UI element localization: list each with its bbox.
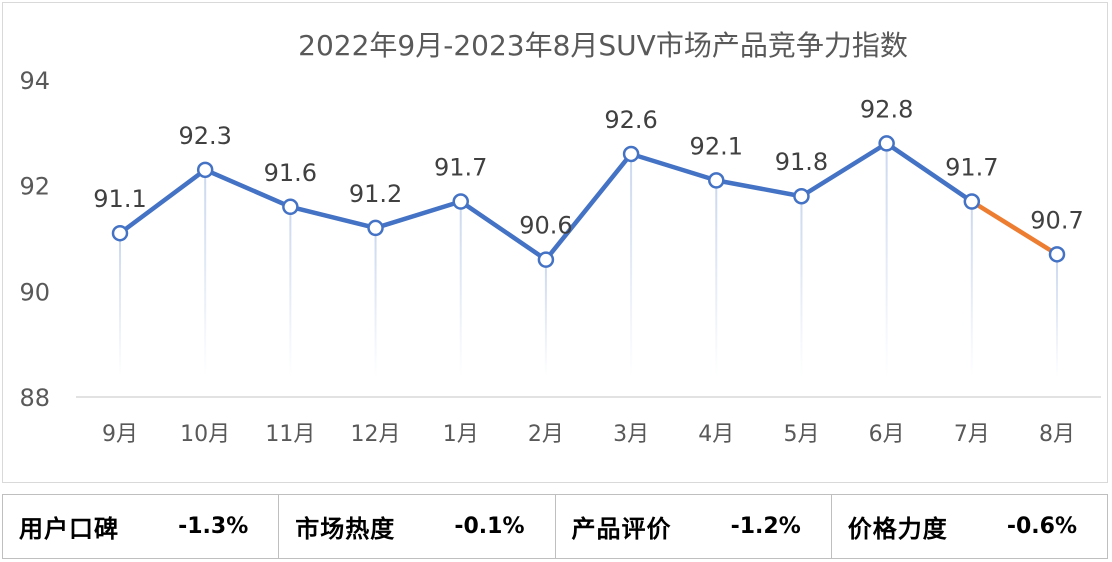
series-segment — [628, 151, 719, 183]
data-point — [537, 251, 555, 268]
data-point — [793, 187, 810, 205]
drop-line — [544, 259, 547, 377]
y-tick-label: 94 — [19, 67, 50, 95]
drop-line — [885, 143, 888, 377]
data-point — [1048, 246, 1066, 263]
x-tick-label: 4月 — [698, 422, 734, 447]
metric-label: 价格力度 — [847, 515, 948, 543]
metric-value: -1.3% — [178, 514, 249, 539]
x-tick-label: 1月 — [443, 422, 479, 447]
data-label: 91.8 — [775, 148, 828, 176]
data-label: 92.3 — [178, 122, 231, 150]
chart-frame: 2022年9月-2023年8月SUV市场产品竞争力指数 88 90 92 94 9月 1… — [2, 2, 1108, 483]
data-label: 90.7 — [1030, 206, 1083, 234]
drop-line — [800, 196, 803, 377]
drop-line — [459, 201, 462, 377]
x-tick-label: 7月 — [954, 422, 990, 447]
metric-price-strength: 价格力度 -0.6% — [832, 495, 1107, 558]
metric-label: 用户口碑 — [19, 515, 119, 543]
data-point — [622, 145, 640, 163]
series-segment — [288, 204, 378, 231]
data-point — [367, 219, 384, 237]
data-label: 91.6 — [264, 159, 317, 187]
series-segment — [458, 199, 549, 262]
data-label: 92.1 — [690, 132, 743, 160]
drop-line — [289, 206, 292, 377]
x-tick-label: 6月 — [869, 422, 905, 447]
data-markers — [111, 135, 1066, 268]
metric-label: 市场热度 — [295, 515, 396, 543]
data-point — [282, 198, 299, 216]
series-segment — [884, 141, 975, 204]
chart-title: 2022年9月-2023年8月SUV市场产品竞争力指数 — [298, 29, 908, 62]
metric-value: -0.6% — [1006, 514, 1077, 539]
series-segment — [373, 199, 463, 231]
x-tick-label: 8月 — [1039, 422, 1075, 447]
data-point — [196, 161, 214, 179]
x-axis-ticks: 9月 10月 11月 12月 1月 2月 3月 4月 5月 6月 7月 8月 — [102, 422, 1075, 447]
data-label: 92.8 — [860, 95, 913, 123]
series-lines — [117, 141, 1060, 262]
metric-user-reputation: 用户口碑 -1.3% — [3, 495, 280, 558]
drop-line — [1056, 254, 1058, 377]
drop-line — [630, 153, 633, 377]
data-label: 91.7 — [434, 154, 487, 182]
data-labels: 91.1 92.3 91.6 91.2 91.7 90.6 92.6 92.1 91.8 92.8… — [93, 95, 1083, 239]
metric-value: -0.1% — [454, 514, 525, 539]
series-segment-highlight — [969, 199, 1060, 257]
metric-product-review: 产品评价 -1.2% — [556, 495, 832, 558]
y-tick-label: 88 — [19, 384, 50, 412]
x-tick-label: 12月 — [351, 422, 401, 447]
x-tick-label: 11月 — [265, 422, 315, 447]
data-label: 91.2 — [349, 180, 402, 208]
x-tick-label: 10月 — [180, 422, 230, 447]
x-tick-label: 5月 — [783, 422, 819, 447]
series-segment — [799, 141, 889, 199]
data-point — [878, 135, 895, 152]
data-point — [963, 193, 981, 210]
series-segment — [202, 167, 293, 210]
y-tick-label: 92 — [19, 173, 50, 201]
x-tick-label: 3月 — [613, 422, 649, 447]
series-segment — [117, 167, 208, 236]
x-tick-label: 9月 — [102, 422, 138, 447]
metric-label: 产品评价 — [571, 515, 672, 543]
data-label: 91.7 — [945, 154, 998, 182]
drop-line — [204, 169, 207, 377]
data-label: 90.6 — [519, 212, 572, 240]
series-segment — [714, 178, 804, 199]
y-axis-ticks: 88 90 92 94 — [19, 67, 50, 412]
data-point — [111, 224, 129, 242]
data-point — [452, 193, 469, 210]
series-segment — [543, 151, 634, 262]
drop-line — [970, 201, 973, 377]
metric-value: -1.2% — [730, 514, 801, 539]
drop-line — [374, 227, 377, 377]
drop-line — [119, 233, 121, 377]
metrics-table: 用户口碑 -1.3% 市场热度 -0.1% 产品评价 -1.2% 价格力度 -0… — [2, 494, 1108, 559]
y-tick-label: 90 — [19, 278, 50, 306]
drop-lines — [119, 143, 1058, 377]
data-point — [708, 172, 725, 189]
data-label: 92.6 — [604, 106, 657, 134]
metric-market-heat: 市场热度 -0.1% — [279, 495, 556, 558]
drop-line — [715, 180, 718, 377]
data-label: 91.1 — [93, 185, 146, 213]
line-chart: 2022年9月-2023年8月SUV市场产品竞争力指数 88 90 92 94 9月 1… — [19, 29, 1101, 447]
x-tick-label: 2月 — [528, 422, 564, 447]
